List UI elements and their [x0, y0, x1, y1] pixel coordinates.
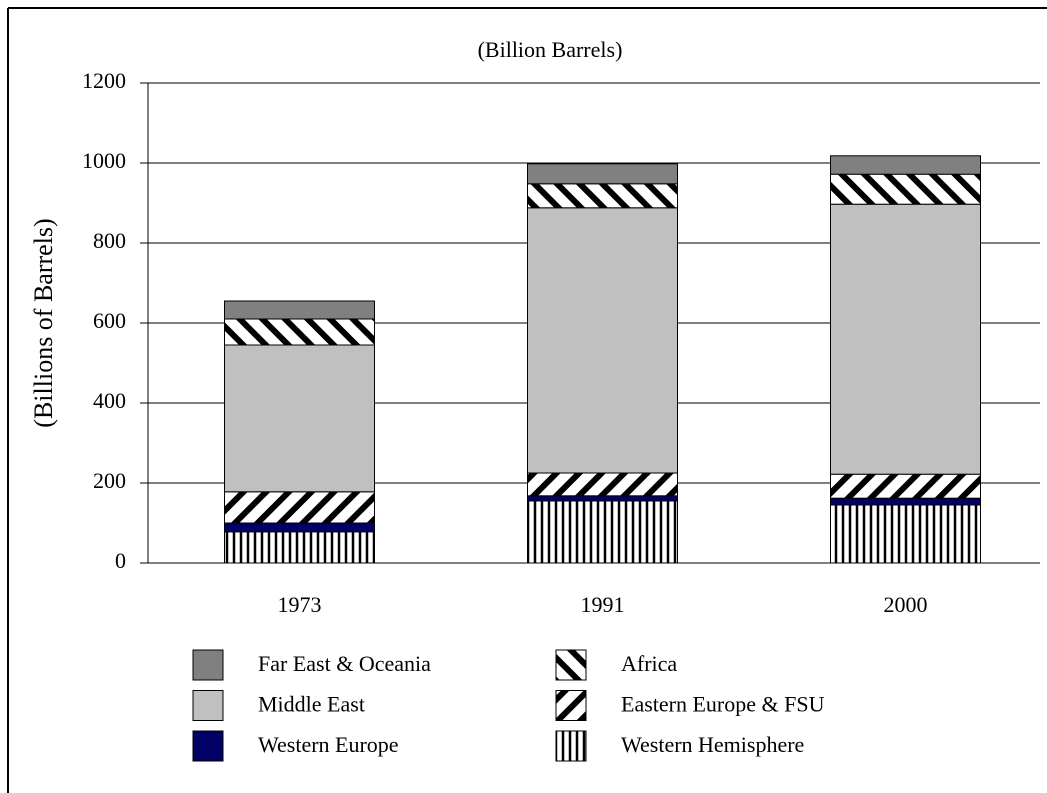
legend-swatch — [192, 730, 224, 762]
bar-segment — [830, 497, 981, 506]
x-tick-label: 2000 — [884, 592, 928, 617]
y-axis-label: (Billions of Barrels) — [29, 218, 58, 427]
subtitle: (Billion Barrels) — [478, 37, 623, 62]
bar-segment — [224, 318, 375, 346]
legend-swatch — [555, 690, 587, 721]
legend-label: Africa — [621, 651, 677, 676]
y-tick-label: 0 — [115, 548, 126, 573]
legend-swatch — [192, 690, 224, 721]
bar-segment — [527, 207, 678, 474]
bar-segment — [527, 500, 678, 564]
bar-segment — [527, 183, 678, 209]
bar-segment — [527, 472, 678, 497]
y-tick-label: 600 — [93, 308, 126, 333]
bar-segment — [527, 163, 678, 185]
y-tick-label: 1000 — [82, 148, 126, 173]
bar-segment — [830, 203, 981, 475]
legend-swatch — [555, 649, 587, 681]
y-tick-label: 200 — [93, 468, 126, 493]
legend-label: Eastern Europe & FSU — [621, 692, 825, 717]
x-tick-label: 1991 — [581, 592, 625, 617]
y-tick-label: 400 — [93, 388, 126, 413]
y-tick-label: 1200 — [82, 68, 126, 93]
bar-segment — [830, 473, 981, 499]
bar-segment — [830, 173, 981, 205]
bar-segment — [527, 495, 678, 502]
y-tick-label: 800 — [93, 228, 126, 253]
x-tick-label: 1973 — [278, 592, 322, 617]
bar-segment — [224, 522, 375, 533]
legend-label: Western Hemisphere — [621, 732, 804, 757]
bar-segment — [830, 504, 981, 564]
bar-segment — [224, 491, 375, 524]
legend-swatch — [192, 649, 224, 681]
legend-label: Far East & Oceania — [258, 651, 431, 676]
legend-label: Middle East — [258, 692, 365, 717]
bar-segment — [224, 531, 375, 564]
legend-label: Western Europe — [258, 732, 399, 757]
bar-segment — [830, 155, 981, 175]
bar-segment — [224, 344, 375, 493]
legend-swatch — [555, 730, 587, 762]
bar-segment — [224, 300, 375, 320]
